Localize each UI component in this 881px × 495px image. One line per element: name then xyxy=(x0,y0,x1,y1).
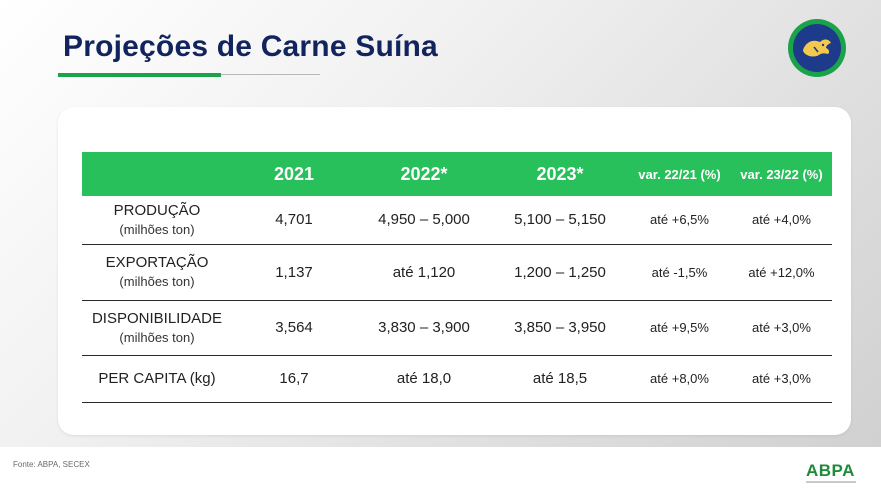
table-row: EXPORTAÇÃO (milhões ton) 1,137 até 1,120… xyxy=(82,244,832,301)
row-title: DISPONIBILIDADE xyxy=(91,309,223,327)
cell-2022: até 1,120 xyxy=(356,244,492,301)
table-row: DISPONIBILIDADE (milhões ton) 3,564 3,83… xyxy=(82,300,832,356)
header-2023: 2023* xyxy=(492,152,628,196)
row-label: PRODUÇÃO (milhões ton) xyxy=(82,196,232,245)
cell-2023: 1,200 – 1,250 xyxy=(492,244,628,301)
projection-table: 2021 2022* 2023* var. 22/21 (%) var. 23/… xyxy=(82,152,832,403)
footer-band xyxy=(0,447,881,495)
cell-2022: 4,950 – 5,000 xyxy=(356,196,492,245)
row-label: PER CAPITA (kg) xyxy=(82,355,232,403)
header-var-22-21: var. 22/21 (%) xyxy=(628,152,731,196)
title-underline-green xyxy=(58,73,221,77)
cell-2021: 4,701 xyxy=(232,196,356,245)
header-2022: 2022* xyxy=(356,152,492,196)
row-title: EXPORTAÇÃO xyxy=(105,254,209,271)
cell-var-22-21: até +8,0% xyxy=(628,355,731,403)
header-empty xyxy=(82,152,232,196)
cell-2021: 1,137 xyxy=(232,244,356,301)
cell-2021: 3,564 xyxy=(232,300,356,356)
brand-logo: ABPA xyxy=(806,461,855,480)
pig-emblem-icon xyxy=(803,39,831,57)
row-unit: (milhões ton) xyxy=(119,329,195,345)
table-card: 2021 2022* 2023* var. 22/21 (%) var. 23/… xyxy=(58,107,851,435)
cell-2023: 5,100 – 5,150 xyxy=(492,196,628,245)
table-header-row: 2021 2022* 2023* var. 22/21 (%) var. 23/… xyxy=(82,152,832,196)
source-note: Fonte: ABPA, SECEX xyxy=(13,460,90,469)
row-unit: (milhões ton) xyxy=(119,274,195,289)
cell-2023: 3,850 – 3,950 xyxy=(492,300,628,356)
logo-emblem xyxy=(788,19,846,77)
row-unit: (milhões ton) xyxy=(119,221,195,237)
cell-var-22-21: até -1,5% xyxy=(628,244,731,301)
cell-var-22-21: até +9,5% xyxy=(628,300,731,356)
cell-var-23-22: até +4,0% xyxy=(731,196,832,245)
row-title: PER CAPITA (kg) xyxy=(98,370,216,387)
cell-var-22-21: até +6,5% xyxy=(628,196,731,245)
logo-inner-circle xyxy=(793,24,841,72)
cell-2022: 3,830 – 3,900 xyxy=(356,300,492,356)
page-title: Projeções de Carne Suína xyxy=(63,30,438,63)
table-row: PER CAPITA (kg) 16,7 até 18,0 até 18,5 a… xyxy=(82,355,832,403)
cell-2022: até 18,0 xyxy=(356,355,492,403)
table-row: PRODUÇÃO (milhões ton) 4,701 4,950 – 5,0… xyxy=(82,196,832,245)
cell-var-23-22: até +3,0% xyxy=(731,300,832,356)
row-label: EXPORTAÇÃO (milhões ton) xyxy=(82,244,232,301)
row-label: DISPONIBILIDADE (milhões ton) xyxy=(82,300,232,356)
cell-var-23-22: até +12,0% xyxy=(731,244,832,301)
header-var-23-22: var. 23/22 (%) xyxy=(731,152,832,196)
header-2021: 2021 xyxy=(232,152,356,196)
cell-2021: 16,7 xyxy=(232,355,356,403)
cell-2023: até 18,5 xyxy=(492,355,628,403)
row-title: PRODUÇÃO xyxy=(113,201,201,219)
cell-var-23-22: até +3,0% xyxy=(731,355,832,403)
brand-tagline-bar xyxy=(806,481,856,483)
